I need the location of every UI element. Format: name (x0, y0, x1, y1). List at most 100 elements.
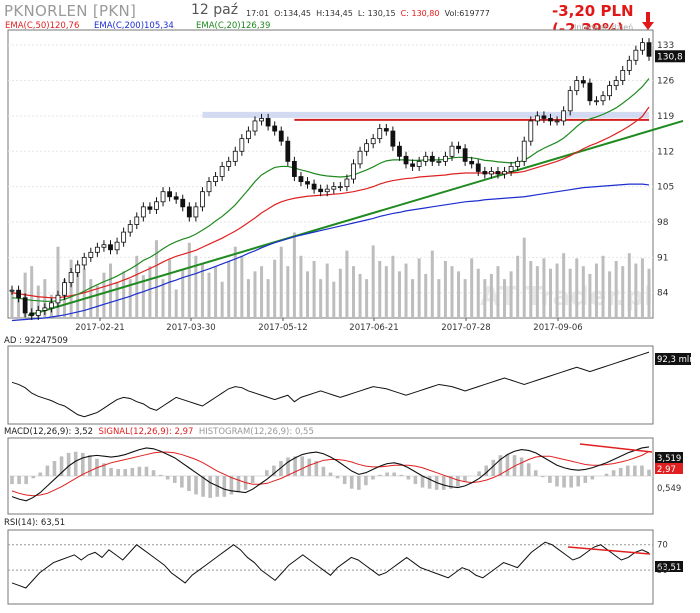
legend-ema50-text: EMA(C,50)120,76 (5, 21, 80, 31)
candle-body (246, 130, 251, 140)
histogram-bar (562, 476, 566, 488)
histogram-bar (328, 472, 333, 476)
quote-volume: Vol:619777 (444, 9, 490, 18)
volume-bar (279, 246, 283, 318)
candle-body (193, 206, 199, 218)
candle-body (324, 188, 330, 193)
histogram-bar (449, 476, 453, 489)
volume-bar (575, 258, 579, 318)
candle-body (429, 155, 435, 162)
volume-bar (233, 246, 237, 318)
volume-bar (220, 281, 224, 318)
ad-line (11, 351, 650, 418)
histogram-bar (272, 465, 276, 476)
histogram-bar (576, 476, 581, 487)
histogram-bar (427, 476, 432, 489)
histogram-bar (265, 470, 269, 476)
volume-bar (522, 237, 526, 318)
candle-body (121, 231, 127, 243)
histogram-bar (180, 476, 184, 488)
volume-bar (128, 279, 132, 318)
signal-label: SIGNAL(12,26,9): 2,97 (98, 427, 194, 437)
histogram-bar (491, 459, 496, 476)
histogram-bar (633, 465, 637, 476)
volume-bar (325, 263, 329, 318)
candle-body (561, 110, 567, 122)
candle-body (469, 160, 475, 165)
volume-bar (588, 273, 592, 318)
histogram-bar (307, 458, 312, 476)
candle-body (397, 145, 402, 157)
candle-body (226, 160, 232, 167)
macd-line (11, 446, 650, 502)
volume-bar (273, 259, 277, 318)
volume-bar (266, 279, 270, 318)
volume-bar (351, 266, 355, 318)
candle-body (600, 95, 606, 102)
histogram-bar (371, 476, 375, 480)
volume-bar (10, 289, 14, 318)
candle-body (114, 241, 120, 251)
session-date: 12 paź (191, 2, 239, 18)
candle-body (521, 140, 527, 162)
candle-body (213, 176, 218, 182)
candle-body (101, 244, 107, 248)
candle-body (548, 118, 553, 122)
y-tick-label: 133 (657, 41, 674, 51)
histogram-bar (378, 474, 382, 476)
candle-body (42, 307, 48, 311)
macd-divergence-line (579, 443, 653, 453)
candle-body (620, 70, 626, 81)
rsi-line (11, 541, 650, 589)
candle-body (88, 251, 94, 258)
candle-body (180, 198, 186, 208)
instrument-title: PKNORLEN [PKN] (4, 2, 137, 20)
histogram-bar (144, 466, 149, 476)
volume-bar (154, 240, 158, 318)
volume-bar (214, 266, 218, 318)
interval-label: Interwał: dzień (574, 23, 634, 32)
histogram-bar (38, 472, 43, 476)
histogram-bar (533, 470, 538, 476)
ad-frame (7, 345, 654, 425)
histogram-bar (519, 457, 524, 476)
candle-body (49, 302, 54, 309)
last-price-box (655, 50, 685, 63)
volume-bar (181, 268, 185, 318)
histogram-bar (364, 476, 368, 486)
histogram-bar (555, 476, 559, 487)
ad-value-label: 92,3 mln (657, 355, 695, 365)
volume-bar (601, 255, 605, 318)
y-tick-label: 119 (657, 112, 674, 122)
volume-bar (338, 268, 342, 318)
volume-bar (476, 268, 480, 318)
volume-bar (43, 279, 47, 318)
volume-bar (345, 250, 349, 318)
volume-bar (253, 271, 257, 318)
volume-bar (640, 258, 644, 318)
candle-body (364, 143, 370, 152)
volume-bar (332, 281, 336, 318)
volume-bar (391, 255, 395, 318)
histogram-bar (300, 456, 304, 476)
volume-bar (122, 271, 126, 318)
histogram-bar (151, 470, 156, 476)
volume-bar (457, 271, 461, 318)
candle-body (311, 183, 317, 190)
histogram-bar (314, 460, 319, 476)
legend-ema50: EMA(C,50)120,76 (5, 21, 79, 31)
support-zone (202, 111, 649, 118)
volume-bar (286, 266, 290, 318)
volume-bar (30, 266, 34, 318)
volume-bar (148, 266, 152, 318)
candle-body (646, 42, 652, 57)
quote-time: 17:01 (246, 9, 270, 18)
volume-bar (509, 271, 513, 318)
volume-bar (594, 263, 598, 318)
volume-bar (411, 279, 415, 318)
candle-body (252, 120, 258, 132)
histogram-bar (52, 460, 57, 476)
x-tick-label: 2017-09-06 (533, 323, 582, 333)
candle-body (449, 145, 455, 157)
